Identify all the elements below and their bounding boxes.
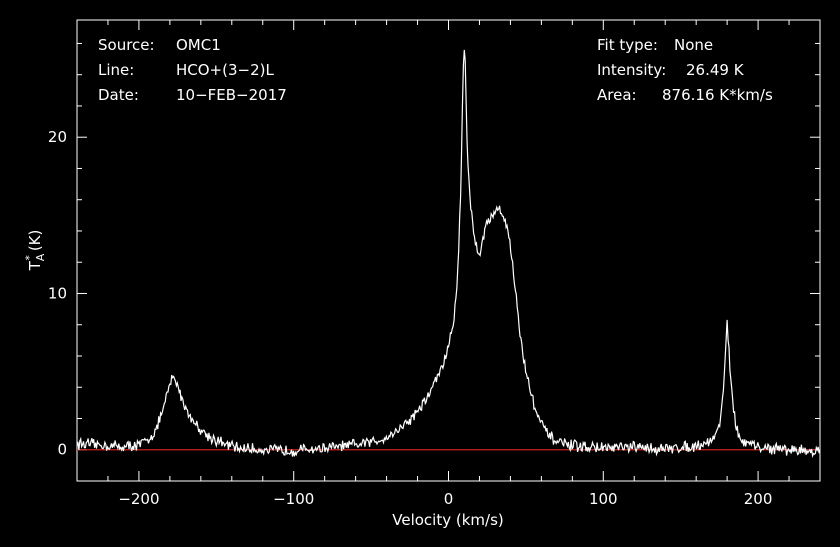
y-axis-label-sub: A bbox=[34, 253, 47, 261]
y-axis-label-main: T bbox=[26, 260, 44, 271]
date-label: Date: bbox=[98, 86, 139, 104]
x-tick-label: −100 bbox=[273, 490, 314, 508]
area-label: Area: bbox=[597, 86, 637, 104]
line-label: Line: bbox=[98, 61, 134, 79]
y-tick-label: 20 bbox=[48, 128, 67, 146]
svg-text:TA*(K): TA* (K) bbox=[23, 230, 47, 272]
y-axis-label-sup: * bbox=[23, 255, 36, 261]
date-value: 10−FEB−2017 bbox=[176, 86, 287, 104]
axis-ticks bbox=[76, 20, 821, 482]
x-tick-label: −200 bbox=[118, 490, 159, 508]
spectrum-line bbox=[76, 49, 821, 459]
axis-tick-labels: −200 −100 0 100 200 0 10 20 bbox=[48, 128, 772, 508]
intensity-label: Intensity: bbox=[597, 61, 666, 79]
source-value: OMC1 bbox=[176, 36, 221, 54]
source-label: Source: bbox=[98, 36, 155, 54]
area-value: 876.16 K*km/s bbox=[662, 86, 773, 104]
intensity-value: 26.49 K bbox=[686, 61, 745, 79]
fit-type-value: None bbox=[674, 36, 713, 54]
x-tick-label: 100 bbox=[589, 490, 618, 508]
x-axis-label: Velocity (km/s) bbox=[392, 511, 503, 529]
y-tick-label: 0 bbox=[57, 441, 67, 459]
x-tick-label: 0 bbox=[444, 490, 454, 508]
line-value: HCO+(3−2)L bbox=[176, 61, 274, 79]
x-tick-label: 200 bbox=[744, 490, 773, 508]
y-axis-label: TA* (K) bbox=[23, 230, 47, 272]
y-tick-label: 10 bbox=[48, 284, 67, 302]
fit-type-label: Fit type: bbox=[597, 36, 658, 54]
y-axis-label-units: (K) bbox=[26, 230, 44, 252]
